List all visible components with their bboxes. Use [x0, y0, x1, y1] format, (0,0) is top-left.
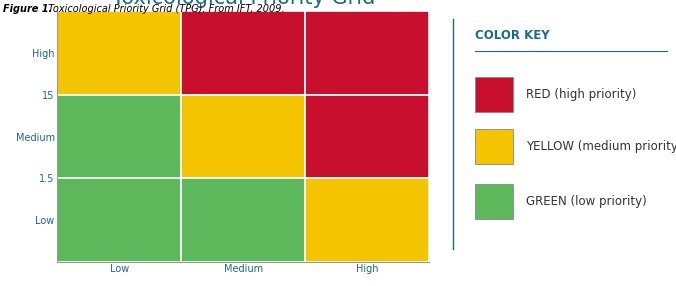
Text: Toxicological Priority Grid (TPG). From IFT, 2009.: Toxicological Priority Grid (TPG). From … [45, 4, 285, 14]
Text: Structural Activity/Toxicological Potency: Structural Activity/Toxicological Potenc… [83, 272, 336, 282]
Text: Human Exposure (µg Chemical/Day): Human Exposure (µg Chemical/Day) [9, 41, 18, 238]
Bar [181, 95, 306, 178]
Bar [57, 178, 181, 262]
Bar [475, 184, 513, 219]
Bar [181, 11, 306, 95]
Bar [181, 178, 306, 262]
Bar [57, 11, 181, 95]
Text: Figure 1.: Figure 1. [3, 4, 53, 14]
Bar [57, 95, 181, 178]
Text: YELLOW (medium priority): YELLOW (medium priority) [527, 140, 676, 153]
Bar [475, 76, 513, 112]
Bar [306, 95, 429, 178]
Bar [475, 129, 513, 164]
Text: RED (high priority): RED (high priority) [527, 88, 637, 100]
Text: COLOR KEY: COLOR KEY [475, 29, 550, 42]
Bar [306, 178, 429, 262]
Text: GREEN (low priority): GREEN (low priority) [527, 195, 647, 208]
Bar [306, 11, 429, 95]
Title: Toxicological Priority Grid: Toxicological Priority Grid [112, 0, 375, 9]
